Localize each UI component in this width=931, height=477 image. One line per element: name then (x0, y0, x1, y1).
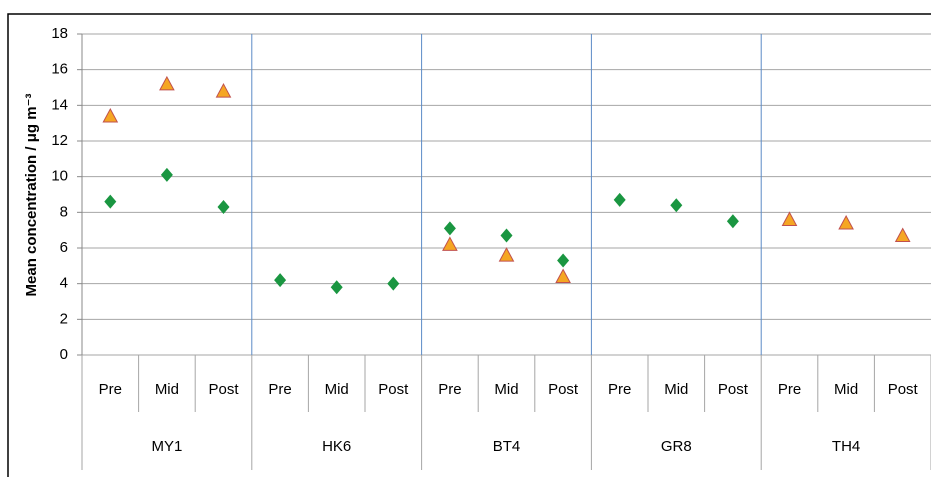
x-tick-label: Post (208, 381, 239, 398)
x-tick-label: Pre (778, 381, 801, 398)
x-tick-label: Pre (438, 381, 461, 398)
frame (7, 13, 931, 477)
group-label: MY1 (151, 438, 182, 455)
data-point (330, 280, 343, 295)
x-tick-label: Mid (155, 381, 179, 398)
x-tick-label: Mid (325, 381, 349, 398)
data-point (726, 214, 739, 229)
data-point (160, 167, 173, 182)
data-point (500, 228, 513, 243)
data-point (838, 214, 854, 230)
data-point (443, 221, 456, 236)
data-point (498, 247, 515, 262)
y-tick-label: 0 (60, 346, 68, 363)
x-tick-label: Mid (664, 381, 688, 398)
data-point (442, 236, 458, 251)
y-tick-label: 18 (51, 25, 68, 42)
x-tick-label: Mid (494, 381, 518, 398)
x-tick-label: Pre (608, 381, 631, 398)
y-tick-label: 2 (60, 310, 68, 327)
x-tick-label: Post (548, 381, 579, 398)
group-label: GR8 (661, 438, 692, 455)
data-point (102, 107, 119, 123)
y-tick-label: 14 (51, 96, 68, 113)
data-point (894, 227, 911, 243)
y-tick-label: 8 (60, 203, 68, 220)
x-tick-label: Pre (99, 381, 122, 398)
data-point (557, 253, 570, 268)
group-label: HK6 (322, 438, 351, 455)
group-label: TH4 (832, 438, 860, 455)
y-tick-label: 10 (51, 168, 68, 185)
y-axis-label: Mean concentration / μg m⁻³ (23, 94, 40, 297)
data-point (274, 273, 287, 288)
data-point (159, 75, 175, 91)
data-point (555, 268, 571, 284)
data-point (670, 198, 683, 213)
y-tick-label: 12 (51, 132, 68, 149)
group-label: BT4 (493, 438, 521, 455)
y-tick-label: 4 (60, 275, 68, 292)
data-point (387, 276, 400, 291)
x-tick-label: Post (888, 381, 919, 398)
x-tick-label: Post (378, 381, 409, 398)
y-tick-label: 6 (60, 239, 68, 256)
data-point (781, 211, 798, 226)
data-point (215, 83, 232, 98)
y-tick-label: 16 (51, 61, 68, 78)
x-tick-label: Post (718, 381, 749, 398)
x-tick-label: Mid (834, 381, 858, 398)
data-point (104, 194, 117, 209)
data-point (613, 192, 626, 207)
data-point (217, 199, 230, 214)
x-tick-label: Pre (268, 381, 291, 398)
